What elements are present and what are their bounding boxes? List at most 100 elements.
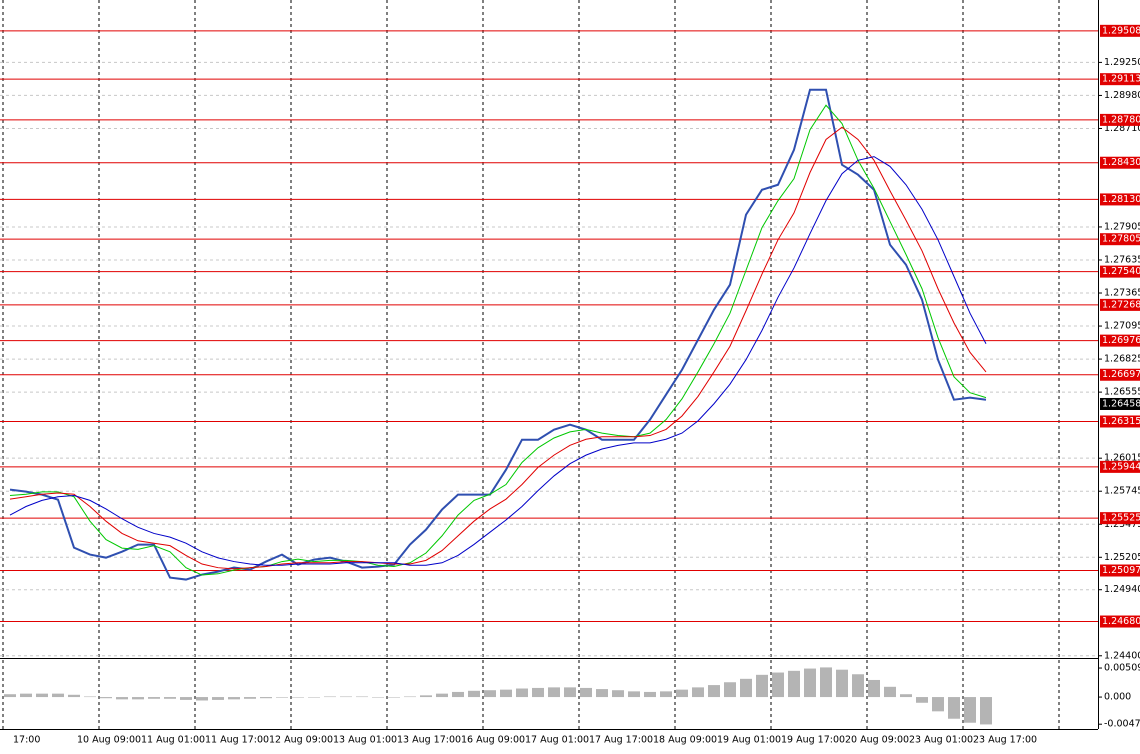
- histogram-bar: [68, 694, 80, 698]
- histogram-bar: [292, 697, 304, 698]
- level-label: 1.26315: [1102, 416, 1140, 427]
- y-tick-label: 1.25475: [1104, 519, 1140, 530]
- level-label-box: [1100, 113, 1140, 126]
- histogram-bar: [852, 674, 864, 698]
- level-label: 1.28430: [1102, 157, 1140, 168]
- y-tick-label: 1.27095: [1104, 321, 1140, 332]
- histogram-bar: [708, 685, 720, 698]
- level-label-box: [1100, 24, 1140, 37]
- x-tick-label: 13 Aug 01:00: [333, 735, 397, 746]
- histogram-bar: [596, 689, 608, 698]
- histogram-bar: [148, 697, 160, 699]
- histogram-bar: [500, 689, 512, 698]
- level-label: 1.27540: [1102, 266, 1140, 277]
- x-tick-label: 18 Aug 09:00: [653, 735, 717, 746]
- level-label-box: [1100, 193, 1140, 206]
- histogram-bar: [980, 697, 992, 725]
- x-tick-label: 13 Aug 17:00: [397, 735, 461, 746]
- histogram-bar: [804, 668, 816, 698]
- y-tick-label: 0.00509: [1104, 663, 1140, 674]
- histogram-bar: [948, 697, 960, 719]
- x-tick-label: 12 Aug 09:00: [269, 735, 333, 746]
- histogram-bar: [756, 674, 768, 698]
- level-label: 1.28780: [1102, 114, 1140, 125]
- series-line: [9, 104, 987, 576]
- level-label: 1.27268: [1102, 299, 1140, 310]
- level-label-box: [1100, 460, 1140, 473]
- x-tick-label: 17 Aug 01:00: [525, 735, 589, 746]
- level-label-box: [1100, 512, 1140, 525]
- level-label: 1.26697: [1102, 369, 1140, 380]
- level-label-box: [1100, 564, 1140, 577]
- level-label: 1.25944: [1102, 461, 1140, 472]
- level-label-box: [1100, 415, 1140, 428]
- y-tick-label: 1.27635: [1104, 254, 1140, 265]
- histogram-bar: [900, 694, 912, 698]
- level-label-box: [1100, 298, 1140, 311]
- histogram-bar: [84, 696, 96, 698]
- histogram-bar: [452, 691, 464, 698]
- histogram-bar: [308, 697, 320, 698]
- level-label-box: [1100, 73, 1140, 86]
- histogram-bar: [548, 687, 560, 698]
- y-tick-label: 1.27905: [1104, 221, 1140, 232]
- level-label: 1.24680: [1102, 616, 1140, 627]
- histogram-bar: [772, 672, 784, 698]
- y-tick-label: 1.27365: [1104, 288, 1140, 299]
- series-line: [9, 126, 987, 570]
- level-label-box: [1100, 265, 1140, 278]
- level-label-box: [1100, 368, 1140, 381]
- x-tick-label: 23 Aug 01:00: [909, 735, 973, 746]
- level-label: 1.25525: [1102, 513, 1140, 524]
- histogram-bar: [692, 687, 704, 698]
- histogram-bar: [212, 697, 224, 700]
- x-tick-label: 20 Aug 09:00: [845, 735, 909, 746]
- y-tick-label: -0.00476: [1104, 719, 1140, 730]
- level-label: 1.29113: [1102, 74, 1140, 85]
- x-tick-label: 17:00: [13, 735, 40, 746]
- series-line: [9, 88, 987, 581]
- y-tick-label: 1.24940: [1104, 584, 1140, 595]
- histogram-bar: [612, 690, 624, 698]
- x-tick-label: 16 Aug 09:00: [461, 735, 525, 746]
- histogram-bar: [324, 696, 336, 698]
- histogram-bar: [196, 697, 208, 701]
- level-label-box: [1100, 156, 1140, 169]
- histogram-bar: [260, 697, 272, 699]
- histogram-bar: [516, 688, 528, 698]
- histogram-bar: [484, 690, 496, 698]
- y-tick-label: 1.28980: [1104, 90, 1140, 101]
- x-tick-label: 17 Aug 17:00: [589, 735, 653, 746]
- level-label: 1.25097: [1102, 565, 1140, 576]
- histogram-bar: [532, 687, 544, 698]
- y-tick-label: 1.25745: [1104, 486, 1140, 497]
- histogram-bar: [740, 678, 752, 698]
- histogram-bar: [932, 697, 944, 712]
- x-tick-label: 11 Aug 17:00: [205, 735, 269, 746]
- histogram-bar: [164, 697, 176, 699]
- histogram-bar: [36, 693, 48, 698]
- histogram-bar: [564, 687, 576, 698]
- histogram-bar: [404, 696, 416, 698]
- histogram-bar: [868, 679, 880, 698]
- histogram-bar: [100, 697, 112, 699]
- x-tick-label: 23 Aug 17:00: [973, 735, 1037, 746]
- y-tick-label: 1.29250: [1104, 57, 1140, 68]
- histogram-bar: [964, 697, 976, 723]
- histogram-bar: [388, 697, 400, 698]
- y-tick-label: 1.26825: [1104, 354, 1140, 365]
- series-line: [9, 156, 987, 566]
- histogram-bar: [916, 697, 928, 703]
- histogram-bar: [676, 689, 688, 698]
- histogram-bar: [340, 696, 352, 698]
- histogram-bar: [820, 667, 832, 698]
- x-tick-label: 11 Aug 01:00: [141, 735, 205, 746]
- histogram-bar: [788, 670, 800, 698]
- histogram-bar: [356, 696, 368, 698]
- histogram-bar: [132, 697, 144, 700]
- y-tick-label: 0.000: [1104, 692, 1131, 703]
- histogram-bar: [436, 693, 448, 698]
- level-label-box: [1100, 334, 1140, 347]
